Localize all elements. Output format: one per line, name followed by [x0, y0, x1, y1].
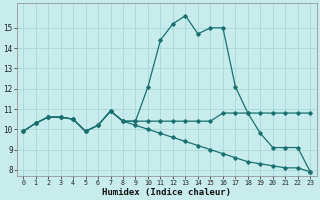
X-axis label: Humidex (Indice chaleur): Humidex (Indice chaleur): [102, 188, 231, 197]
